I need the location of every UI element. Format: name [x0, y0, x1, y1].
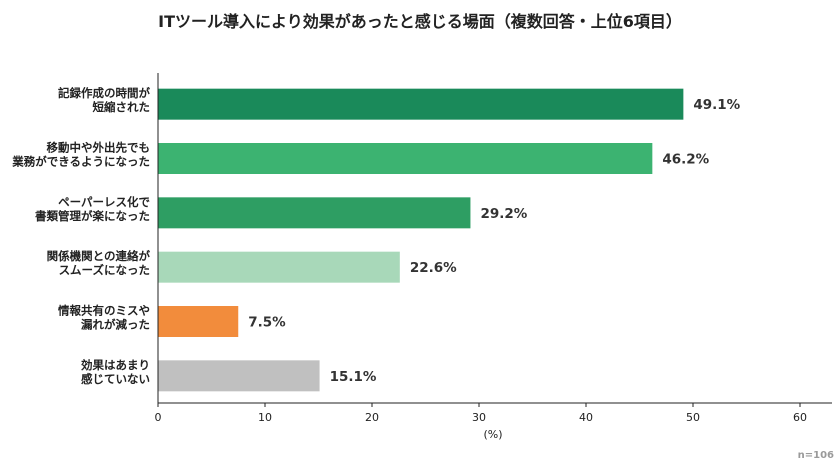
bar-3: [158, 197, 471, 229]
value-label-5: 7.5%: [248, 315, 286, 331]
x-tick-label-0: 0: [155, 411, 162, 424]
category-label-4-line-2: スムーズになった: [59, 263, 150, 277]
x-tick-label-10: 10: [258, 411, 272, 424]
x-tick-label-60: 60: [793, 411, 807, 424]
category-label-2-line-2: 業務ができるようになった: [11, 155, 150, 169]
chart-title: ITツール導入により効果があったと感じる場面（複数回答・上位6項目）: [158, 12, 682, 31]
category-label-5-line-1: 情報共有のミスや: [57, 304, 150, 318]
category-label-4-line-1: 関係機関との連絡が: [47, 249, 151, 263]
category-label-5-line-2: 漏れが減った: [81, 318, 150, 332]
category-label-3-line-1: ペーパーレス化で: [58, 195, 150, 209]
category-label-3-line-2: 書類管理が楽になった: [35, 209, 150, 223]
value-label-3: 29.2%: [480, 206, 527, 222]
x-tick-label-20: 20: [365, 411, 379, 424]
bar-6: [158, 360, 320, 392]
category-label-6-line-1: 効果はあまり: [81, 358, 150, 372]
value-label-1: 49.1%: [693, 97, 740, 113]
sample-size-note: n=106: [798, 450, 834, 461]
x-tick-label-40: 40: [579, 411, 593, 424]
bar-4: [158, 251, 400, 283]
value-label-6: 15.1%: [330, 369, 377, 385]
value-label-2: 46.2%: [662, 152, 709, 168]
bar-1: [158, 88, 684, 120]
category-label-1-line-2: 短縮された: [93, 100, 151, 114]
category-label-1-line-1: 記録作成の時間が: [58, 86, 150, 100]
bar-5: [158, 306, 239, 337]
bar-2: [158, 143, 653, 174]
value-label-4: 22.6%: [410, 260, 457, 276]
x-tick-label-30: 30: [472, 411, 486, 424]
category-label-6-line-2: 感じていない: [81, 372, 150, 386]
x-axis-label: (%): [483, 428, 502, 441]
category-label-2-line-1: 移動中や外出先でも: [47, 141, 151, 155]
x-tick-label-50: 50: [686, 411, 700, 424]
